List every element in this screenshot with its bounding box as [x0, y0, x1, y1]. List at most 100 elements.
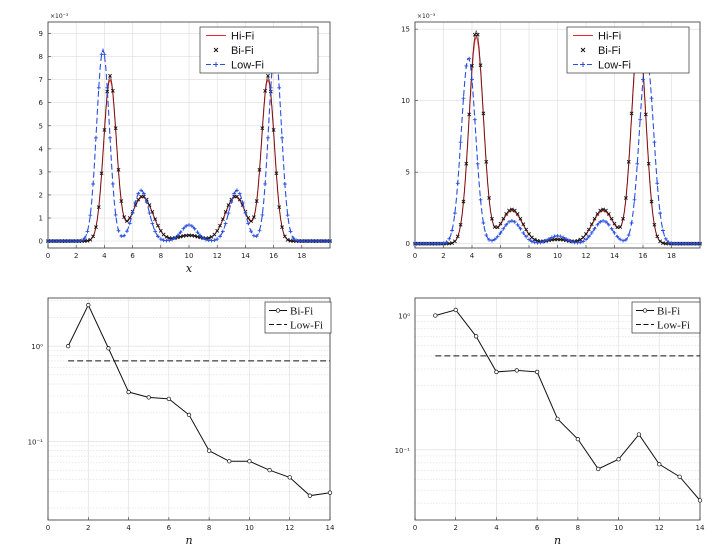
- data-point: [122, 215, 127, 220]
- data-point: [285, 237, 290, 242]
- legend-box: [566, 26, 690, 74]
- data-point: [215, 228, 220, 233]
- data-point: [226, 203, 231, 207]
- legend-label: Bi-Fi: [598, 45, 621, 57]
- chart-panel-top-right: 0 2 4 6 8 10 12 14 16 18 0 5 10 15 ×10⁻³ Hi-Fi Bi-Fi Low-…: [401, 13, 702, 260]
- data-point: [475, 32, 480, 37]
- data-point: [661, 228, 665, 233]
- data-point: [632, 197, 637, 202]
- data-point: [567, 238, 571, 243]
- data-point: [649, 96, 654, 101]
- data-point: [110, 182, 115, 186]
- legend-label: Bi-Fi: [657, 306, 680, 318]
- x-tick-label: 2: [453, 524, 457, 532]
- data-point: [108, 73, 112, 78]
- data-point: [481, 221, 486, 225]
- data-point: [461, 96, 466, 101]
- data-point: [629, 221, 634, 225]
- data-point: [461, 199, 466, 204]
- data-point: [285, 213, 290, 218]
- data-point: [467, 56, 472, 61]
- data-point: [444, 240, 449, 245]
- data-point: [629, 111, 634, 116]
- y-tick-label: 3: [39, 168, 43, 176]
- data-point: [280, 225, 284, 230]
- data-point: [246, 215, 251, 220]
- data-point: [626, 159, 631, 164]
- data-point: [652, 222, 657, 227]
- data-point: [178, 230, 183, 235]
- data-point: [126, 389, 131, 395]
- data-point: [666, 240, 671, 245]
- y-tick-label: 4: [39, 145, 44, 153]
- data-point: [91, 182, 96, 186]
- data-point: [521, 222, 526, 227]
- data-point: [518, 216, 523, 221]
- y-tick-label: 5: [39, 122, 43, 130]
- data-point: [636, 432, 642, 437]
- data-point: [164, 234, 169, 239]
- legend-label: Low-Fi: [598, 60, 631, 72]
- data-point: [592, 226, 597, 231]
- data-point: [122, 233, 127, 238]
- legend-swatch: [580, 47, 586, 53]
- data-point: [524, 234, 529, 239]
- data-point: [515, 222, 520, 227]
- data-point: [291, 236, 296, 241]
- data-point: [616, 457, 621, 462]
- data-point: [478, 197, 483, 202]
- data-point: [510, 218, 514, 223]
- data-point: [220, 229, 225, 234]
- x-tick-label: 6: [535, 524, 540, 532]
- data-point: [658, 211, 662, 216]
- x-tick-label: 10: [245, 524, 254, 532]
- data-point: [287, 475, 292, 480]
- data-point: [119, 199, 124, 203]
- data-point: [229, 200, 234, 205]
- data-point: [266, 73, 270, 78]
- series-line-low-fi: [48, 47, 330, 242]
- data-point: [86, 302, 91, 308]
- data-point: [541, 239, 546, 244]
- data-point: [156, 234, 160, 239]
- data-point: [130, 211, 135, 215]
- x-tick-label: 4: [102, 252, 107, 260]
- data-point: [82, 236, 87, 241]
- data-point: [655, 234, 660, 239]
- data-point: [504, 211, 509, 216]
- legend-box: [264, 301, 332, 334]
- data-point: [263, 88, 268, 93]
- data-point: [592, 216, 597, 221]
- y-tick-label: 10: [401, 97, 410, 105]
- data-point: [487, 237, 491, 242]
- data-point: [113, 126, 118, 131]
- data-point: [697, 498, 703, 503]
- data-point: [267, 468, 272, 473]
- legend-label: Low-Fi: [290, 320, 323, 332]
- data-point: [643, 112, 648, 117]
- x-tick-label: 12: [582, 252, 591, 260]
- chart-panel-bottom-right: 0 2 4 6 8 10 12 14 10⁰ 10⁻¹ n Bi-Fi Low-Fi: [395, 297, 705, 547]
- data-point: [166, 396, 172, 401]
- data-point: [481, 111, 486, 116]
- data-point: [212, 238, 217, 243]
- data-point: [88, 213, 93, 218]
- data-point: [156, 223, 160, 228]
- x-tick-label: 18: [297, 252, 306, 260]
- data-point: [450, 241, 454, 245]
- data-point: [187, 223, 191, 227]
- data-point: [609, 216, 614, 221]
- data-point: [589, 222, 594, 227]
- data-point: [509, 207, 514, 212]
- data-point: [606, 222, 611, 227]
- data-point: [658, 239, 663, 244]
- data-point: [277, 85, 282, 90]
- legend: Bi-Fi Low-Fi: [264, 301, 332, 334]
- data-point: [555, 416, 560, 421]
- data-point: [501, 226, 506, 231]
- data-point: [260, 213, 265, 217]
- data-point: [527, 232, 531, 236]
- x-tick-label: 2: [86, 524, 90, 532]
- data-point: [127, 221, 132, 226]
